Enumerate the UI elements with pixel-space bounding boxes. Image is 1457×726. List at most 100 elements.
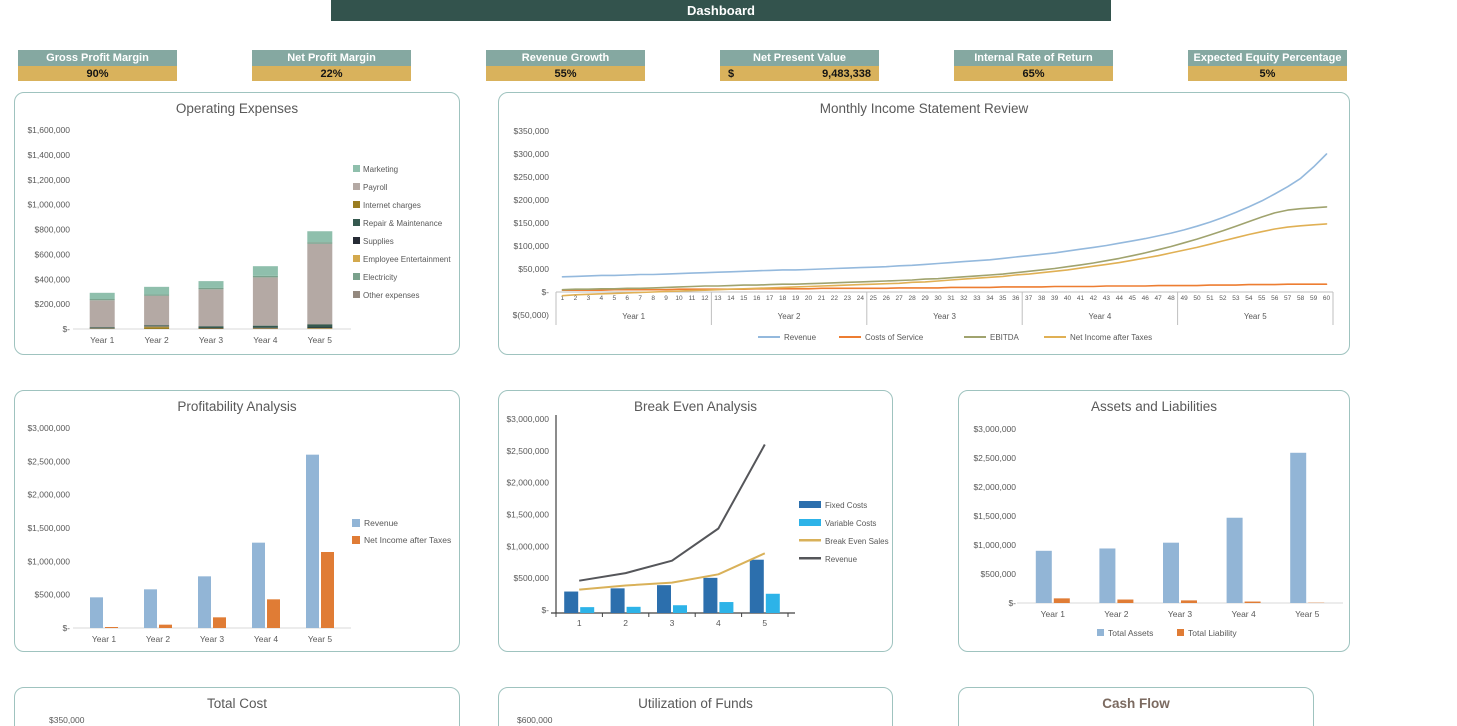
svg-text:$1,500,000: $1,500,000	[506, 510, 549, 520]
svg-text:8: 8	[651, 295, 655, 302]
svg-text:12: 12	[701, 295, 709, 302]
svg-text:Year 2: Year 2	[146, 634, 171, 644]
svg-text:Electricity: Electricity	[363, 273, 397, 282]
svg-text:5: 5	[612, 295, 616, 302]
svg-text:59: 59	[1310, 295, 1318, 302]
y-axis: $- $200,000 $400,000 $600,000 $800,000 $1,000…	[27, 125, 70, 334]
svg-text:$1,400,000: $1,400,000	[27, 150, 70, 160]
kpi-value: 22%	[252, 66, 411, 81]
kpi-internal-rate-of-return: Internal Rate of Return 65%	[954, 50, 1113, 81]
svg-text:Year 1: Year 1	[1041, 609, 1066, 619]
svg-text:60: 60	[1323, 295, 1331, 302]
svg-text:Year 4: Year 4	[1231, 609, 1256, 619]
svg-text:$3,000,000: $3,000,000	[506, 414, 549, 424]
svg-text:Costs of Service: Costs of Service	[865, 333, 924, 342]
svg-text:15: 15	[740, 295, 748, 302]
kpi-net-profit-margin: Net Profit Margin 22%	[252, 50, 411, 81]
svg-text:29: 29	[921, 295, 929, 302]
bars	[564, 559, 780, 613]
stacked-bars	[89, 231, 333, 329]
svg-text:$-: $-	[1008, 598, 1016, 608]
bars	[90, 454, 334, 628]
svg-text:17: 17	[766, 295, 774, 302]
svg-text:Revenue: Revenue	[825, 555, 858, 564]
svg-text:49: 49	[1180, 295, 1188, 302]
page-title: Dashboard	[687, 3, 755, 18]
svg-text:53: 53	[1232, 295, 1240, 302]
cash-flow-card: Cash Flow	[958, 687, 1314, 726]
svg-text:$1,600,000: $1,600,000	[27, 125, 70, 135]
break-even-title: Break Even Analysis	[633, 399, 758, 414]
svg-text:3: 3	[587, 295, 591, 302]
total-cost-card: Total Cost $350,000	[14, 687, 460, 726]
y-axis: $- $500,000 $1,000,000 $1,500,000 $2,000,000…	[506, 414, 549, 615]
lines	[579, 444, 766, 591]
svg-text:$-: $-	[62, 623, 70, 633]
svg-text:Payroll: Payroll	[363, 183, 388, 192]
monthly-income-chart[interactable]: $350,000 $300,000 $250,000 $200,000 $150,000…	[499, 93, 1350, 355]
svg-text:28: 28	[909, 295, 917, 302]
svg-text:4: 4	[716, 618, 721, 628]
svg-text:21: 21	[818, 295, 826, 302]
svg-text:$1,200,000: $1,200,000	[27, 175, 70, 185]
svg-text:2: 2	[623, 618, 628, 628]
svg-text:11: 11	[689, 295, 696, 302]
legend: Marketing Payroll Internet charges Repair &…	[353, 165, 451, 300]
svg-text:Year 1: Year 1	[622, 312, 645, 321]
svg-text:1: 1	[577, 618, 582, 628]
svg-text:1: 1	[561, 295, 565, 302]
svg-text:38: 38	[1038, 295, 1046, 302]
kpi-label: Revenue Growth	[486, 50, 645, 66]
assets-liabilities-chart[interactable]: $- $500,000 $1,000,000 $1,500,000 $2,000,000…	[959, 391, 1350, 652]
svg-text:$2,500,000: $2,500,000	[27, 456, 70, 466]
svg-text:$3,000,000: $3,000,000	[973, 424, 1016, 434]
svg-text:50: 50	[1193, 295, 1201, 302]
svg-text:46: 46	[1142, 295, 1150, 302]
svg-text:18: 18	[779, 295, 787, 302]
svg-text:Fixed Costs: Fixed Costs	[825, 501, 867, 510]
svg-text:Year 5: Year 5	[1244, 312, 1267, 321]
svg-text:24: 24	[857, 295, 865, 302]
currency-prefix: $	[728, 67, 735, 80]
profitability-chart[interactable]: $- $500,000 $1,000,000 $1,500,000 $2,000,000…	[15, 391, 460, 652]
svg-text:$300,000: $300,000	[514, 149, 550, 159]
break-even-chart[interactable]: $- $500,000 $1,000,000 $1,500,000 $2,000,000…	[499, 391, 893, 652]
svg-text:Total Assets: Total Assets	[1108, 628, 1153, 638]
svg-text:36: 36	[1012, 295, 1020, 302]
svg-text:$2,000,000: $2,000,000	[506, 478, 549, 488]
profitability-title: Profitability Analysis	[177, 399, 297, 414]
svg-text:Supplies: Supplies	[363, 237, 394, 246]
svg-text:Variable Costs: Variable Costs	[825, 519, 876, 528]
utilization-of-funds-card: Utilization of Funds $600,000	[498, 687, 893, 726]
svg-text:Year 5: Year 5	[308, 634, 333, 644]
x-axis: 1 2 3 4 5 6 7 8 9 10 11 12 13 14 15 16 17 18 19 20 21 22 23 24 2…	[555, 292, 1334, 325]
svg-text:37: 37	[1025, 295, 1033, 302]
svg-text:45: 45	[1129, 295, 1137, 302]
svg-text:Year 3: Year 3	[199, 335, 224, 345]
monthly-income-title: Monthly Income Statement Review	[819, 101, 1029, 116]
svg-text:$3,000,000: $3,000,000	[27, 423, 70, 433]
svg-text:Break Even Sales: Break Even Sales	[825, 537, 889, 546]
svg-text:6: 6	[625, 295, 629, 302]
svg-text:EBITDA: EBITDA	[990, 333, 1020, 342]
total-cost-axis-label: $350,000	[49, 715, 85, 725]
svg-text:Year 1: Year 1	[92, 634, 117, 644]
svg-text:$-: $-	[62, 324, 70, 334]
kpi-value: $ 9,483,338	[720, 66, 879, 81]
kpi-label: Net Present Value	[720, 50, 879, 66]
svg-text:$(50,000): $(50,000)	[513, 310, 550, 320]
svg-text:$1,500,000: $1,500,000	[27, 523, 70, 533]
total-cost-title: Total Cost	[206, 696, 268, 711]
svg-text:$600,000: $600,000	[35, 249, 71, 259]
svg-text:48: 48	[1168, 295, 1176, 302]
svg-text:Employee Entertainment: Employee Entertainment	[363, 255, 451, 264]
svg-text:Year 3: Year 3	[200, 634, 225, 644]
svg-text:42: 42	[1090, 295, 1098, 302]
kpi-value: 55%	[486, 66, 645, 81]
svg-text:20: 20	[805, 295, 813, 302]
operating-expenses-chart[interactable]: $- $200,000 $400,000 $600,000 $800,000 $1,000…	[15, 93, 460, 355]
svg-text:$-: $-	[541, 605, 549, 615]
svg-text:Revenue: Revenue	[784, 333, 817, 342]
y-axis: $350,000 $300,000 $250,000 $200,000 $150,000…	[513, 126, 550, 320]
y-axis: $- $500,000 $1,000,000 $1,500,000 $2,000,000…	[27, 423, 70, 633]
